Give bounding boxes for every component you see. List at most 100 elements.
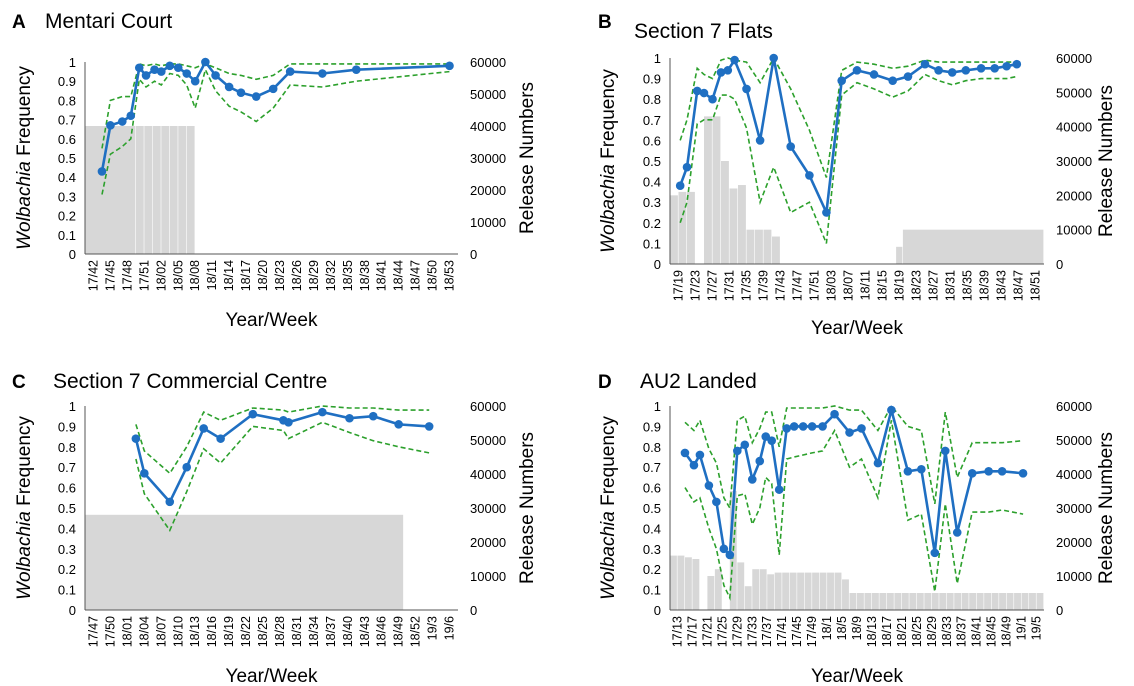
frequency-point xyxy=(822,208,831,217)
x-tick-label: 17/50 xyxy=(103,616,117,647)
frequency-point xyxy=(704,481,714,490)
y-tick-label: 0.8 xyxy=(58,440,76,455)
frequency-point xyxy=(869,70,879,79)
x-tick-label: 18/13 xyxy=(865,616,879,647)
y-tick-label: 0 xyxy=(654,603,661,618)
release-bar xyxy=(961,593,969,610)
y2-tick-label: 50000 xyxy=(1056,433,1092,448)
x-tick-label: 18/32 xyxy=(324,260,338,291)
y-tick-label: 0.9 xyxy=(643,419,661,434)
x-tick-label: 17/41 xyxy=(775,616,789,647)
x-tick-label: 18/11 xyxy=(205,260,219,290)
frequency-point xyxy=(967,469,977,478)
frequency-point xyxy=(134,63,144,73)
frequency-point xyxy=(394,420,403,429)
x-tick-label: 18/1 xyxy=(820,616,834,640)
frequency-point xyxy=(165,497,175,507)
frequency-point xyxy=(807,422,817,431)
release-bar xyxy=(169,126,178,254)
frequency-point xyxy=(445,61,454,71)
y2-tick-label: 10000 xyxy=(470,569,506,584)
x-tick-label: 18/40 xyxy=(341,616,355,647)
lower-ci-line xyxy=(684,420,1024,601)
release-bar xyxy=(677,555,685,610)
release-bar xyxy=(1029,593,1036,610)
x-tick-label: 17/27 xyxy=(706,270,720,301)
release-bar xyxy=(1021,593,1029,610)
x-tick-label: 17/29 xyxy=(730,616,744,647)
y-axis-label-italic: Wolbachia xyxy=(14,161,35,250)
x-tick-label: 18/23 xyxy=(910,270,924,301)
release-bar xyxy=(755,229,763,264)
x-tick-label: 18/16 xyxy=(205,616,219,647)
x-tick-label: 18/45 xyxy=(985,616,999,647)
y-axis-label-italic: Wolbachia xyxy=(14,511,35,600)
frequency-point xyxy=(723,66,733,75)
frequency-point xyxy=(774,485,784,494)
release-bar xyxy=(721,161,729,264)
frequency-point xyxy=(682,162,692,172)
x-tick-label: 19/3 xyxy=(426,616,440,640)
x-tick-label: 18/35 xyxy=(961,270,975,301)
lower-ci-line xyxy=(679,73,1017,244)
frequency-point xyxy=(131,434,141,443)
frequency-point xyxy=(940,446,950,456)
release-bar xyxy=(924,593,932,610)
frequency-point xyxy=(708,94,717,104)
upper-ci-line xyxy=(684,404,1024,511)
release-bar xyxy=(738,185,746,264)
y-tick-label: 0.9 xyxy=(58,419,76,434)
frequency-point xyxy=(150,65,159,74)
y2-tick-label: 0 xyxy=(1056,603,1063,618)
x-tick-label: 17/45 xyxy=(103,260,117,291)
x-tick-label: 17/39 xyxy=(757,270,771,301)
x-tick-label: 19/6 xyxy=(443,616,457,640)
x-tick-label: 18/14 xyxy=(222,260,236,291)
upper-ci-line xyxy=(101,62,450,149)
frequency-point xyxy=(818,422,827,431)
x-tick-label: 17/23 xyxy=(689,270,703,301)
frequency-point xyxy=(118,117,127,126)
frequency-point xyxy=(141,71,151,80)
release-bar xyxy=(946,593,954,610)
y2-tick-label: 0 xyxy=(470,247,477,262)
x-tick-label: 17/51 xyxy=(808,270,822,301)
release-bar xyxy=(152,126,161,254)
lower-ci-line xyxy=(135,421,430,533)
x-axis-label: Year/Week xyxy=(226,310,318,331)
release-bar xyxy=(1006,593,1014,610)
x-tick-label: 17/43 xyxy=(774,270,788,301)
release-bar xyxy=(931,593,939,610)
x-axis-label: Year/Week xyxy=(811,318,903,339)
release-bar xyxy=(684,557,692,610)
y-tick-label: 0.8 xyxy=(643,92,661,107)
y2-tick-label: 10000 xyxy=(1056,569,1092,584)
panel-letter: C xyxy=(12,372,26,393)
release-bar xyxy=(804,572,812,610)
release-bar xyxy=(849,593,857,610)
y2-tick-label: 10000 xyxy=(1056,223,1092,238)
x-tick-label: 18/50 xyxy=(426,260,440,291)
frequency-point xyxy=(173,63,183,73)
release-bar xyxy=(909,593,917,610)
y-tick-label: 1 xyxy=(69,55,76,70)
frequency-point xyxy=(947,68,957,77)
lower-ci-line xyxy=(101,67,450,195)
release-bar xyxy=(746,229,755,264)
y-tick-label: 0.5 xyxy=(643,154,661,169)
x-tick-label: 17/21 xyxy=(700,616,714,647)
release-bar xyxy=(879,593,887,610)
release-bar xyxy=(186,126,195,254)
y-tick-label: 0.2 xyxy=(58,209,76,224)
frequency-point xyxy=(182,462,192,472)
y-axis-label: Wolbachia Frequency xyxy=(598,416,619,600)
y-axis-label-italic: Wolbachia xyxy=(598,511,619,600)
frequency-point xyxy=(248,409,258,419)
frequency-point xyxy=(845,428,854,437)
x-tick-label: 18/11 xyxy=(859,270,873,300)
x-tick-label: 18/39 xyxy=(978,270,992,301)
y-axis-label: Wolbachia Frequency xyxy=(14,66,35,250)
frequency-point xyxy=(930,548,940,558)
release-bar xyxy=(812,572,819,610)
frequency-point xyxy=(789,422,799,431)
